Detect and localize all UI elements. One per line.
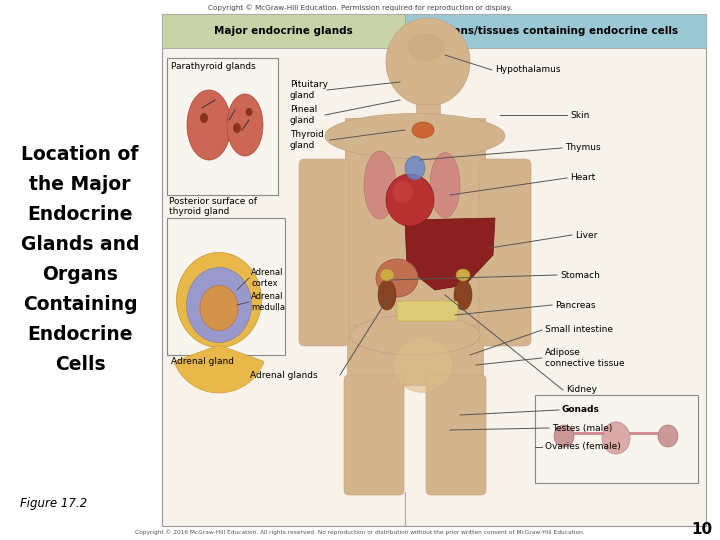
Text: Copyright © McGraw-Hill Education. Permission required for reproduction or displ: Copyright © McGraw-Hill Education. Permi…	[208, 5, 512, 11]
Text: Organs: Organs	[42, 266, 118, 285]
Text: 10: 10	[691, 523, 712, 537]
Bar	[416, 104, 440, 126]
Text: Adrenal gland: Adrenal gland	[171, 357, 234, 366]
Ellipse shape	[456, 269, 470, 281]
Text: Small intestine: Small intestine	[545, 326, 613, 334]
Text: Liver: Liver	[575, 231, 598, 240]
Text: Stomach: Stomach	[560, 271, 600, 280]
Ellipse shape	[393, 181, 413, 203]
Bar	[535, 395, 698, 483]
Text: Hypothalamus: Hypothalamus	[495, 65, 560, 75]
Text: Thyroid
gland: Thyroid gland	[290, 130, 324, 150]
Ellipse shape	[378, 280, 396, 310]
Text: Ovaries (female): Ovaries (female)	[545, 442, 621, 451]
Ellipse shape	[200, 286, 238, 330]
Text: Testes (male): Testes (male)	[552, 423, 613, 433]
Text: Skin: Skin	[570, 111, 590, 119]
Ellipse shape	[376, 259, 418, 297]
Ellipse shape	[386, 174, 434, 226]
Ellipse shape	[186, 267, 251, 342]
Text: Adrenal
cortex: Adrenal cortex	[251, 268, 284, 288]
Text: Glands and: Glands and	[21, 235, 139, 254]
Ellipse shape	[176, 253, 261, 348]
Text: Pituitary
gland: Pituitary gland	[290, 80, 328, 100]
Text: Gonads: Gonads	[562, 406, 600, 415]
Text: Adrenal glands: Adrenal glands	[250, 370, 318, 380]
FancyBboxPatch shape	[479, 159, 531, 346]
Ellipse shape	[233, 123, 241, 133]
Text: Organs/tissues containing endocrine cells: Organs/tissues containing endocrine cell…	[433, 26, 678, 36]
Text: Cells: Cells	[55, 355, 105, 375]
Bar	[347, 325, 483, 385]
Ellipse shape	[200, 113, 208, 123]
Text: Parathyroid glands: Parathyroid glands	[171, 62, 256, 71]
Ellipse shape	[325, 113, 505, 159]
Ellipse shape	[554, 425, 574, 447]
Text: Kidney: Kidney	[566, 386, 597, 395]
Polygon shape	[405, 218, 495, 290]
Ellipse shape	[364, 151, 396, 219]
Bar	[405, 14, 706, 48]
Ellipse shape	[187, 90, 231, 160]
Ellipse shape	[602, 422, 630, 454]
Text: Posterior surface of
thyroid gland: Posterior surface of thyroid gland	[169, 197, 257, 217]
Ellipse shape	[393, 338, 453, 393]
Ellipse shape	[350, 315, 480, 355]
Ellipse shape	[454, 280, 472, 310]
Ellipse shape	[227, 94, 263, 156]
Ellipse shape	[430, 152, 460, 218]
FancyBboxPatch shape	[344, 375, 404, 495]
Ellipse shape	[407, 33, 445, 61]
Bar	[167, 218, 285, 355]
Text: Pineal
gland: Pineal gland	[290, 105, 318, 125]
Text: Endocrine: Endocrine	[27, 206, 132, 225]
Text: Heart: Heart	[570, 173, 595, 183]
Ellipse shape	[380, 269, 394, 281]
Ellipse shape	[386, 18, 470, 106]
FancyBboxPatch shape	[299, 159, 349, 346]
Text: Containing: Containing	[23, 295, 138, 314]
Text: Copyright © 2016 McGraw-Hill Education. All rights reserved. No reproduction or : Copyright © 2016 McGraw-Hill Education. …	[135, 529, 585, 535]
Bar	[345, 118, 485, 330]
Ellipse shape	[405, 156, 425, 180]
Text: the Major: the Major	[30, 176, 131, 194]
Ellipse shape	[658, 425, 678, 447]
Bar	[167, 58, 278, 195]
Text: Figure 17.2: Figure 17.2	[20, 496, 87, 510]
Bar	[162, 14, 405, 48]
FancyBboxPatch shape	[426, 375, 486, 495]
Text: Pancreas: Pancreas	[555, 300, 595, 309]
Wedge shape	[174, 345, 264, 393]
Bar	[222, 110, 240, 140]
Text: Adrenal
medulla: Adrenal medulla	[251, 292, 285, 312]
Ellipse shape	[412, 122, 434, 138]
Text: Adipose
connective tissue: Adipose connective tissue	[545, 348, 625, 368]
Text: Location of: Location of	[22, 145, 139, 165]
Ellipse shape	[246, 108, 253, 116]
Text: Thymus: Thymus	[565, 144, 600, 152]
Text: Major endocrine glands: Major endocrine glands	[214, 26, 353, 36]
Bar	[162, 14, 706, 526]
Text: Endocrine: Endocrine	[27, 326, 132, 345]
FancyBboxPatch shape	[397, 301, 458, 321]
